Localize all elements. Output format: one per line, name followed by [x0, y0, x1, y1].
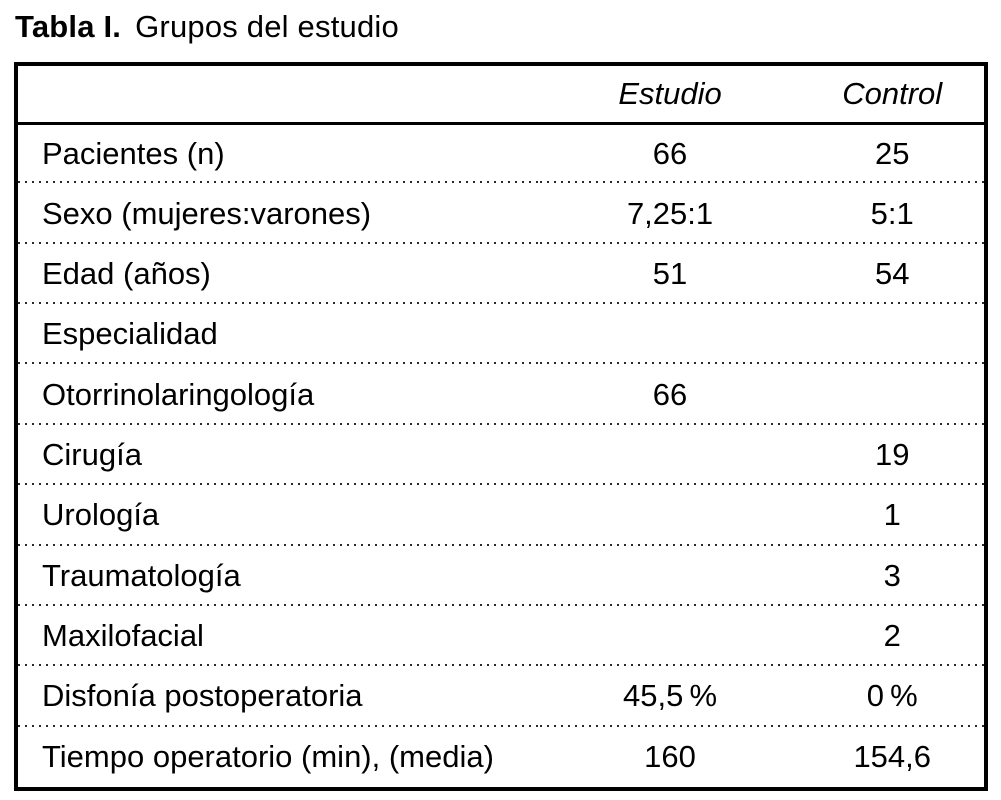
estudio-value: 66	[539, 123, 801, 184]
table-title-number: Tabla I.	[15, 9, 122, 44]
row-label: Disfonía postoperatoria	[18, 666, 540, 727]
table-row: Especialidad	[18, 304, 984, 365]
control-value: 1	[800, 485, 984, 546]
estudio-value	[539, 485, 801, 546]
row-label: Maxilofacial	[18, 605, 540, 667]
row-label: Tiempo operatorio (min), (media)	[42, 738, 494, 774]
table-row: Tiempo operatorio (min), (media) 160 154…	[18, 727, 984, 787]
column-header-estudio: Estudio	[539, 66, 801, 125]
control-value: 19	[800, 424, 984, 486]
estudio-value: 45,5 %	[539, 666, 801, 727]
study-groups-table: Estudio Control Pacientes (n) 66 25 Sexo…	[18, 66, 984, 787]
row-label: Pacientes (n)	[18, 123, 540, 184]
column-header-empty	[18, 66, 540, 125]
row-label: Cirugía	[18, 424, 540, 486]
estudio-value: 160	[644, 738, 696, 774]
column-header-control: Control	[800, 66, 984, 125]
row-label: Edad (años)	[18, 243, 540, 305]
table-row: Otorrinolaringología 66	[18, 364, 984, 425]
table-title-text: Grupos del estudio	[135, 9, 399, 44]
estudio-value: 7,25:1	[539, 183, 801, 244]
table-row: Sexo (mujeres:varones) 7,25:1 5:1	[18, 183, 984, 244]
row-label: Sexo (mujeres:varones)	[18, 183, 540, 244]
row-label: Especialidad	[18, 304, 540, 365]
table-title: Tabla I. Grupos del estudio	[15, 9, 399, 45]
table-row: Maxilofacial 2	[18, 605, 984, 667]
control-value: 25	[800, 123, 984, 184]
estudio-value: 66	[539, 364, 801, 425]
control-value: 0 %	[800, 666, 984, 727]
estudio-value	[539, 304, 801, 365]
table-row: Pacientes (n) 66 25	[18, 123, 984, 184]
row-label: Otorrinolaringología	[18, 364, 540, 425]
header-row: Estudio Control	[18, 66, 984, 125]
table-row: Edad (años) 51 54	[18, 243, 984, 305]
control-value: 54	[800, 243, 984, 305]
table-row: Traumatología 3	[18, 545, 984, 606]
table-row: Urología 1	[18, 485, 984, 546]
control-value: 2	[800, 605, 984, 667]
control-value: 154,6	[853, 738, 932, 774]
control-value: 3	[800, 545, 984, 606]
control-value	[800, 364, 984, 425]
table-row: Disfonía postoperatoria 45,5 % 0 %	[18, 666, 984, 727]
study-table-frame: Estudio Control Pacientes (n) 66 25 Sexo…	[14, 62, 988, 791]
control-value: 5:1	[800, 183, 984, 244]
control-value	[800, 304, 984, 365]
estudio-value	[539, 605, 801, 667]
estudio-value	[539, 424, 801, 486]
table-row: Cirugía 19	[18, 424, 984, 486]
estudio-value	[539, 545, 801, 606]
row-label: Traumatología	[18, 545, 540, 606]
estudio-value: 51	[539, 243, 801, 305]
row-label: Urología	[18, 485, 540, 546]
